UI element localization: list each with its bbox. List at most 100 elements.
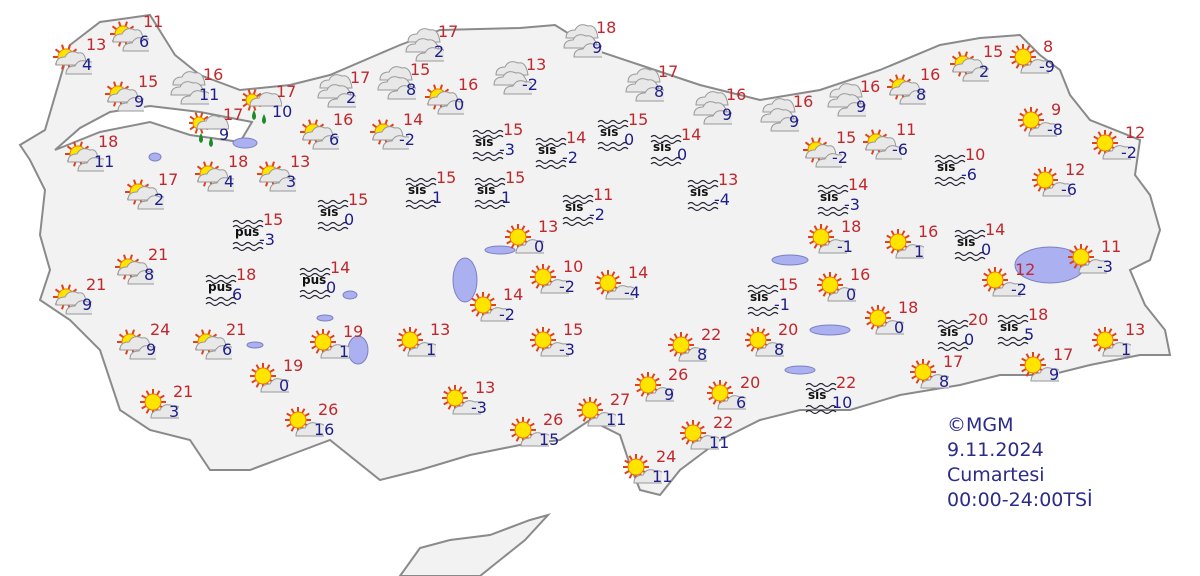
weather-station: 21 9	[52, 277, 122, 331]
high-temp: 16	[860, 77, 881, 96]
weather-station: 27 11	[576, 392, 646, 446]
weather-station: 13 -3	[441, 380, 511, 434]
weather-station: 16 9	[826, 79, 896, 133]
high-temp: 17	[276, 82, 297, 101]
low-temp: 0	[534, 237, 545, 256]
weather-station: 13 1	[396, 322, 466, 376]
high-temp: 24	[150, 320, 171, 339]
high-temp: 19	[343, 322, 364, 341]
weather-station: 21 3	[139, 384, 209, 438]
weather-station: 17 9	[1019, 347, 1089, 401]
weather-station: 18 11	[64, 134, 134, 188]
weather-station: 8 -9	[1009, 39, 1079, 93]
low-temp: 9	[82, 295, 93, 314]
low-temp: -3	[259, 230, 275, 249]
weather-station: 18 0	[864, 300, 934, 354]
high-temp: 15	[836, 128, 857, 147]
weather-station: 13 1	[1091, 322, 1161, 376]
low-temp: -2	[1011, 280, 1027, 299]
low-temp: 11	[709, 433, 730, 452]
high-temp: 22	[713, 413, 734, 432]
weather-station: 14 -4	[594, 265, 664, 319]
weather-station: 12 -2	[981, 262, 1051, 316]
low-temp: 11	[652, 467, 673, 486]
weather-station: 15 2	[949, 44, 1019, 98]
high-temp: 15	[410, 60, 431, 79]
condition-label: sis	[957, 235, 976, 249]
low-temp: 0	[344, 210, 355, 229]
high-temp: 17	[350, 68, 371, 87]
condition-label: sis	[475, 135, 494, 149]
low-temp: -2	[589, 205, 605, 224]
condition-label: sis	[750, 290, 769, 304]
low-temp: 0	[846, 285, 857, 304]
low-temp: 9	[664, 385, 675, 404]
low-temp: 4	[224, 172, 235, 191]
weather-station: 16 9	[759, 94, 829, 148]
weather-station: sis 18 5	[994, 307, 1064, 361]
low-temp: 9	[722, 105, 733, 124]
weather-station: 20 8	[744, 322, 814, 376]
weather-station: sis 13 -4	[684, 172, 754, 226]
low-temp: 8	[916, 85, 927, 104]
high-temp: 17	[658, 62, 679, 81]
weather-station: 12 -6	[1031, 162, 1101, 216]
condition-label: sis	[408, 183, 427, 197]
low-temp: 0	[279, 376, 290, 395]
low-temp: 1	[1121, 340, 1132, 359]
high-temp: 24	[656, 447, 677, 466]
low-temp: 0	[964, 330, 975, 349]
weather-station: 9 -8	[1017, 102, 1087, 156]
map-caption: ©MGM 9.11.2024 Cumartesi 00:00-24:00TSİ	[947, 413, 1093, 513]
condition-label: sis	[690, 185, 709, 199]
high-temp: 18	[596, 18, 617, 37]
low-temp: 8	[654, 82, 665, 101]
high-temp: 16	[333, 110, 354, 129]
high-temp: 16	[918, 222, 939, 241]
high-temp: 14	[628, 263, 649, 282]
high-temp: 14	[681, 125, 702, 144]
low-temp: 8	[774, 340, 785, 359]
high-temp: 11	[143, 12, 164, 31]
weather-station: 16 0	[816, 267, 886, 321]
high-temp: 10	[965, 145, 986, 164]
weather-station: 19 1	[309, 324, 379, 378]
low-temp: 1	[339, 342, 350, 361]
low-temp: 6	[329, 130, 340, 149]
low-temp: 2	[979, 62, 990, 81]
weather-station: 14 -2	[369, 112, 439, 166]
weather-station: 21 6	[192, 322, 262, 376]
weather-station: sis 22 10	[802, 375, 872, 429]
high-temp: 21	[86, 275, 107, 294]
weather-station: sis 15 1	[402, 170, 472, 224]
low-temp: 9	[134, 92, 145, 111]
weather-station: sis 15 -3	[469, 122, 539, 176]
low-temp: 5	[1024, 325, 1035, 344]
weather-station: 17 8	[624, 64, 694, 118]
high-temp: 18	[841, 217, 862, 236]
weather-station: 22 8	[667, 327, 737, 381]
high-temp: 10	[563, 257, 584, 276]
high-temp: 26	[543, 410, 564, 429]
weather-station: 15 8	[376, 62, 446, 116]
low-temp: 9	[789, 112, 800, 131]
low-temp: -6	[961, 165, 977, 184]
weather-station: 26 16	[284, 402, 354, 456]
high-temp: 16	[850, 265, 871, 284]
weather-station: sis 15 1	[471, 170, 541, 224]
low-temp: -2	[559, 277, 575, 296]
high-temp: 15	[563, 320, 584, 339]
weather-station: 24 9	[116, 322, 186, 376]
low-temp: 0	[624, 130, 635, 149]
copyright-source: ©MGM	[947, 414, 1014, 436]
high-temp: 20	[968, 310, 989, 329]
low-temp: 16	[314, 420, 335, 439]
condition-label: pus	[235, 225, 260, 239]
high-temp: 13	[86, 35, 107, 54]
low-temp: 1	[432, 188, 443, 207]
weather-station: 17 2	[124, 172, 194, 226]
high-temp: 15	[503, 120, 524, 139]
weather-station: 17 10	[242, 84, 312, 138]
low-temp: -2	[562, 148, 578, 167]
high-temp: 14	[503, 285, 524, 304]
